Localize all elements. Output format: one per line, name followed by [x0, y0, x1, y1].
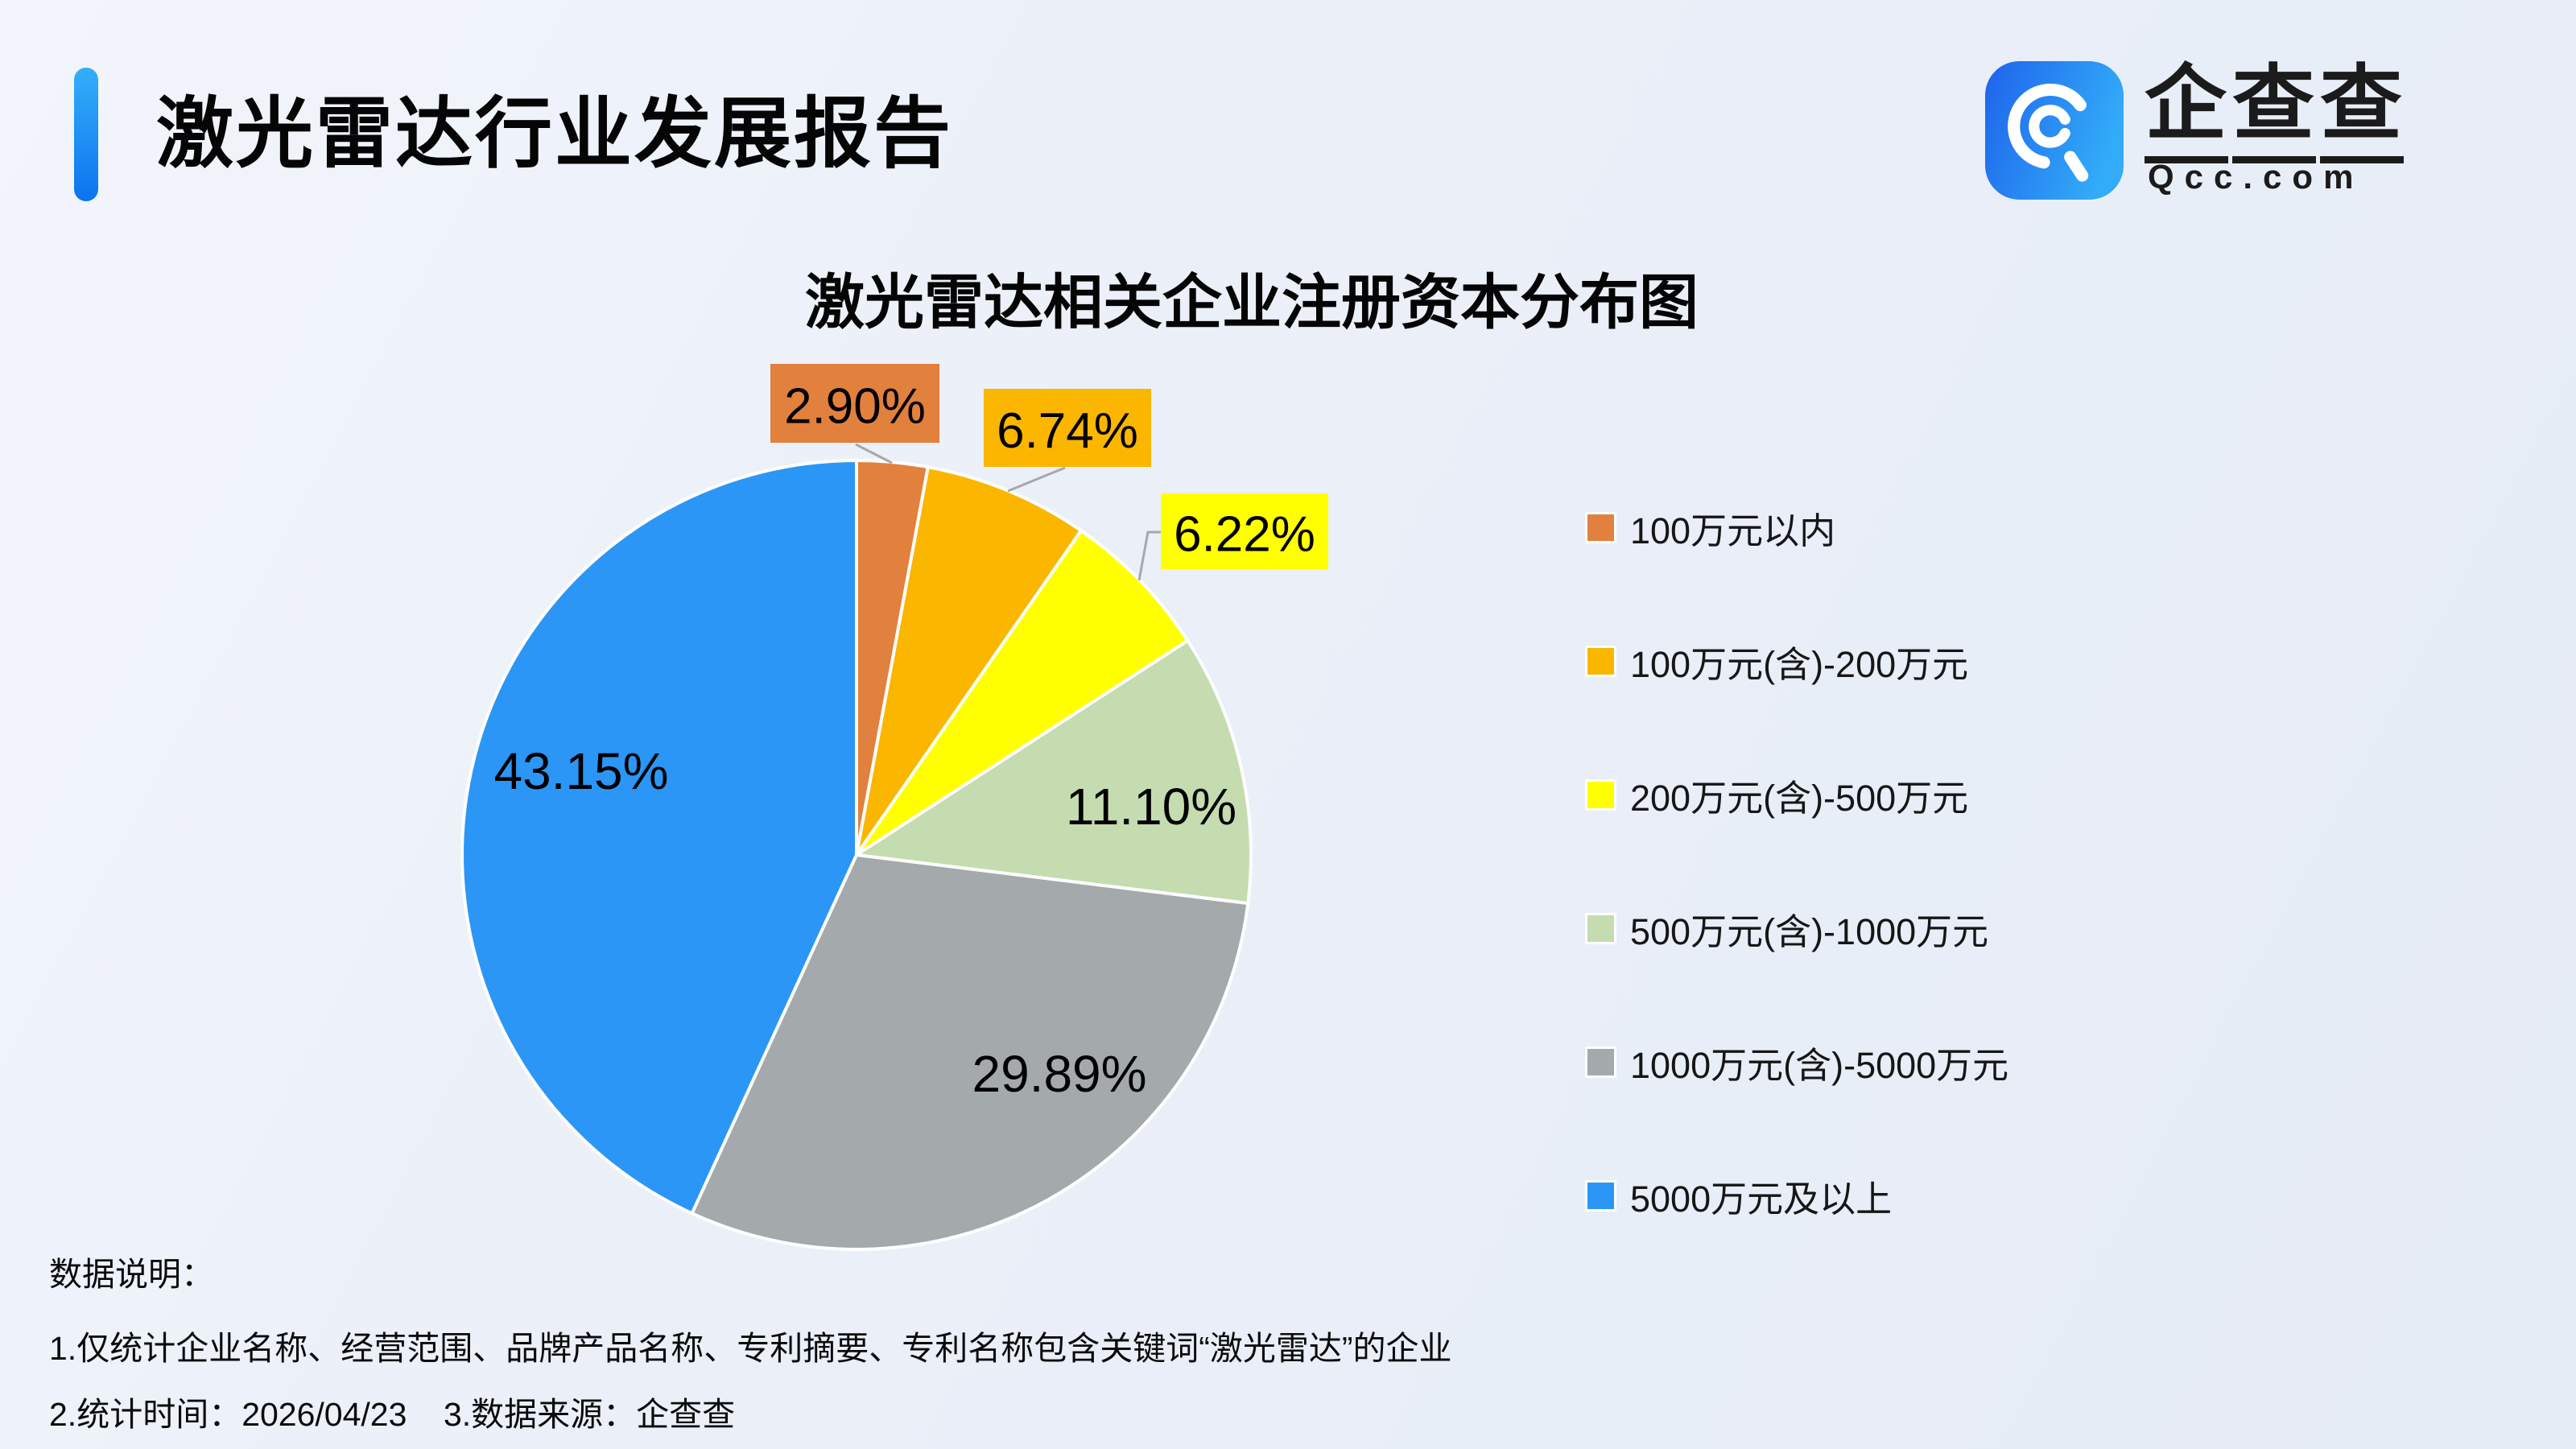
legend-item-500w-1000w[interactable]: 500万元(含)-1000万元: [1587, 907, 2008, 952]
pie-slice-label: 43.15%: [493, 742, 668, 800]
legend-label: 100万元以内: [1630, 510, 1836, 551]
pie-callout-box: [770, 364, 939, 443]
legend-label: 500万元(含)-1000万元: [1630, 910, 1989, 952]
legend-label: 1000万元(含)-5000万元: [1630, 1044, 2009, 1086]
notes-line-1: 1.仅统计企业名称、经营范围、品牌产品名称、专利摘要、专利名称包含关键词“激光雷…: [49, 1330, 1452, 1367]
legend-swatch: [1587, 914, 1614, 942]
legend-item-100w-200w[interactable]: 100万元(含)-200万元: [1587, 640, 2008, 685]
legend: 100万元以内 100万元(含)-200万元 200万元(含)-500万元 50…: [1587, 506, 2008, 1220]
pie-callout-label: 6.22%: [1174, 507, 1315, 563]
qcc-logo-text: 企查查 Qcc.com: [2145, 58, 2408, 196]
legend-swatch: [1587, 1182, 1614, 1209]
legend-item-200w-500w[interactable]: 200万元(含)-500万元: [1587, 774, 2008, 819]
brand-character: 查: [2232, 58, 2316, 163]
header-accent-bar: [74, 68, 98, 201]
label-leader-line: [1137, 530, 1161, 581]
label-leader-line: [1007, 466, 1066, 493]
pie-slice-label: 11.10%: [1066, 778, 1236, 836]
legend-label: 200万元(含)-500万元: [1630, 777, 1969, 819]
pie-callout-box: [984, 389, 1151, 467]
page-title: 激光雷达行业发展报告: [156, 91, 953, 177]
qcc-logo-icon: [1985, 61, 2124, 200]
pie-slice-5[interactable]: [460, 459, 858, 1216]
notes-heading: 数据说明：: [49, 1256, 214, 1293]
legend-swatch: [1587, 1048, 1614, 1075]
legend-item-under-100w[interactable]: 100万元以内: [1587, 506, 2008, 551]
brand-character: 查: [2320, 58, 2404, 163]
notes-line-2: 2.统计时间：2026/04/23 3.数据来源：企查查: [49, 1396, 736, 1433]
pie-slice-4[interactable]: [690, 853, 1250, 1251]
label-leader-line: [855, 443, 893, 464]
legend-label: 5000万元及以上: [1630, 1178, 1893, 1220]
qcc-brand-name: 企查查: [2145, 58, 2408, 163]
legend-item-1000w-5000w[interactable]: 1000万元(含)-5000万元: [1587, 1041, 2008, 1086]
legend-swatch: [1587, 647, 1614, 675]
pie-slice-3[interactable]: [855, 638, 1253, 906]
pie-callout-box: [1161, 493, 1328, 569]
pie-callout-label: 6.74%: [997, 403, 1138, 459]
legend-label: 100万元(含)-200万元: [1630, 643, 1969, 685]
legend-swatch: [1587, 514, 1614, 541]
qcc-logo: 企查查 Qcc.com: [1985, 58, 2408, 200]
pie-callout-label: 2.90%: [784, 379, 926, 435]
pie-slice-label: 29.89%: [972, 1045, 1146, 1103]
qcc-brand-domain: Qcc.com: [2148, 158, 2364, 196]
brand-character: 企: [2145, 58, 2228, 163]
legend-swatch: [1587, 781, 1614, 808]
legend-item-over-5000w[interactable]: 5000万元及以上: [1587, 1174, 2008, 1220]
